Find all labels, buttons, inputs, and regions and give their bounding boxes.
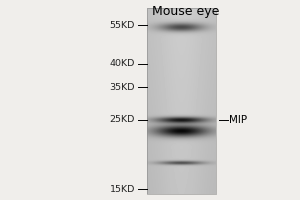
Bar bbox=[0, 0, 147, 200]
Text: 40KD: 40KD bbox=[110, 60, 135, 68]
Text: 25KD: 25KD bbox=[110, 116, 135, 124]
Text: 15KD: 15KD bbox=[110, 184, 135, 194]
Bar bbox=[147, 8, 216, 194]
Text: 55KD: 55KD bbox=[110, 21, 135, 29]
Text: Mouse eye: Mouse eye bbox=[152, 5, 220, 18]
Text: MIP: MIP bbox=[230, 115, 247, 125]
Text: 35KD: 35KD bbox=[110, 83, 135, 92]
